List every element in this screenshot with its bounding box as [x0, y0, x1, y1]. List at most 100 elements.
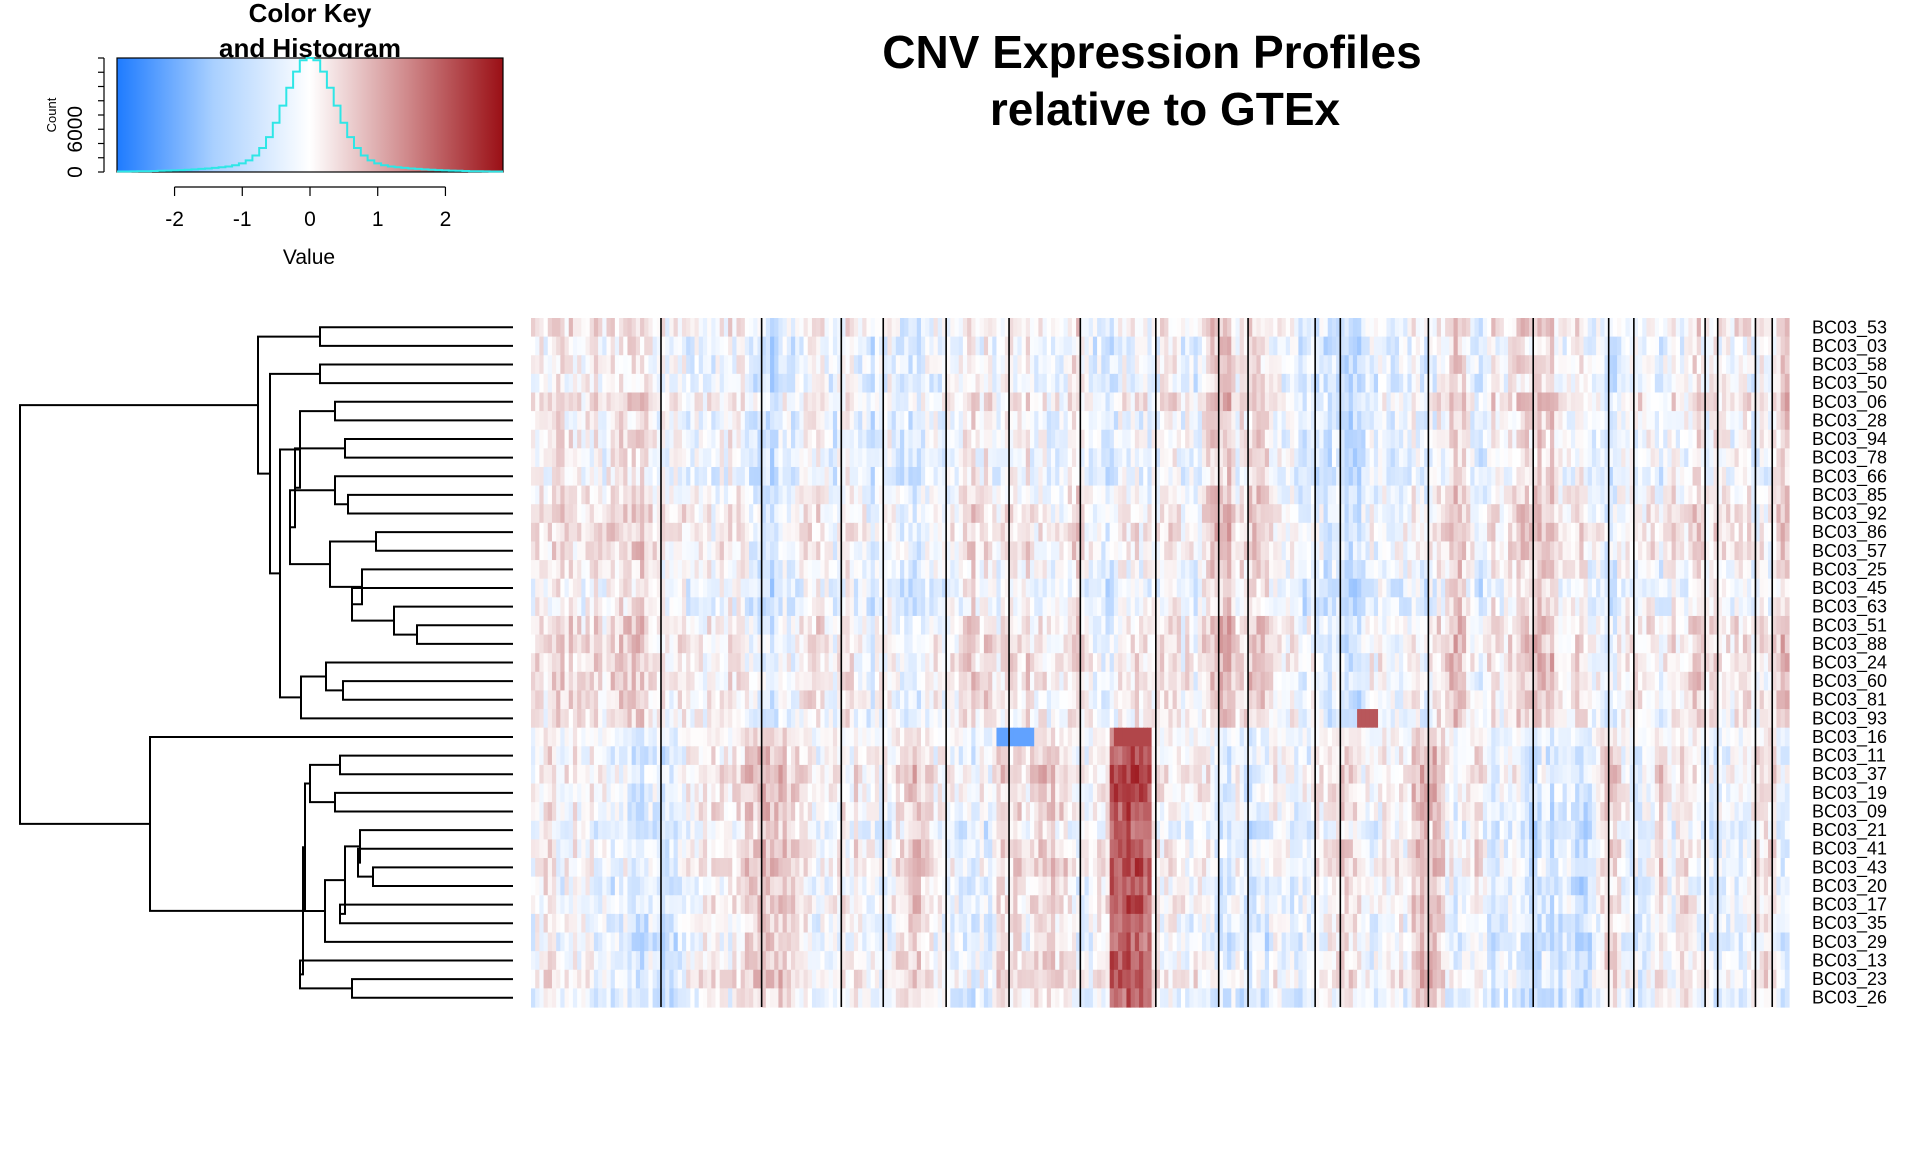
heatmap-cell [1336, 485, 1341, 505]
heatmap-cell [1067, 597, 1073, 617]
heatmap-cell [1730, 318, 1736, 338]
heatmap-cell [874, 318, 880, 338]
heatmap-cell [820, 485, 826, 505]
heatmap-cell [1084, 485, 1090, 505]
heatmap-cell [610, 429, 616, 449]
heatmap-cell [786, 355, 792, 375]
heatmap-cell [1197, 318, 1203, 338]
heatmap-cell [1604, 336, 1610, 356]
heatmap-cell [1176, 597, 1182, 617]
heatmap-cell [1440, 448, 1446, 468]
heatmap-cell [1243, 355, 1249, 375]
dendrogram-link [19, 404, 258, 825]
heatmap-cell [782, 485, 788, 505]
heatmap-cell [782, 373, 788, 394]
heatmap-cell [753, 522, 759, 543]
heatmap-cell [1009, 448, 1014, 468]
heatmap-cell [744, 318, 750, 338]
heatmap-cell [992, 355, 998, 375]
heatmap-cell [1235, 429, 1241, 449]
heatmap-cell [941, 541, 947, 561]
heatmap-cell [669, 448, 675, 468]
heatmap-cell [933, 578, 939, 598]
heatmap-cell [610, 504, 616, 524]
heatmap-cell [941, 504, 947, 524]
heatmap-cell [1000, 318, 1006, 338]
heatmap-cell [1705, 355, 1710, 375]
heatmap-cell [602, 578, 608, 598]
heatmap-cell [1491, 466, 1497, 487]
heatmap-cell [1508, 466, 1513, 487]
heatmap-cell [572, 597, 578, 617]
heatmap-cell [635, 318, 641, 338]
heatmap-cell [1067, 318, 1073, 338]
heatmap-cell [681, 411, 687, 431]
heatmap-cell [551, 615, 557, 636]
heatmap-cell [837, 560, 842, 580]
heatmap-cell [702, 560, 708, 580]
heatmap-cell [1055, 448, 1060, 468]
heatmap-cell [1763, 485, 1769, 505]
heatmap-cell [602, 392, 608, 412]
heatmap-cell [1327, 411, 1333, 431]
heatmap-cell [1587, 448, 1593, 468]
heatmap-cell [702, 429, 708, 449]
heatmap-cell [1378, 411, 1383, 431]
heatmap-cell [811, 336, 817, 356]
heatmap-cell [1139, 411, 1144, 431]
heatmap-cell [866, 318, 872, 338]
heatmap-cell [1742, 411, 1748, 431]
heatmap-cell [1776, 411, 1782, 431]
heatmap-cell [1239, 355, 1245, 375]
heatmap-cell [1264, 336, 1270, 356]
heatmap-cell [640, 448, 645, 468]
heatmap-cell [1139, 504, 1144, 524]
heatmap-cell [1206, 522, 1211, 543]
heatmap-cell [1717, 578, 1723, 598]
heatmap-cell [1373, 355, 1379, 375]
heatmap-cell [967, 411, 972, 431]
heatmap-cell [879, 541, 884, 561]
heatmap-cell [1084, 318, 1090, 338]
heatmap-cell [1030, 466, 1035, 487]
heatmap-cell [1780, 429, 1786, 449]
heatmap-cell [1650, 336, 1656, 356]
heatmap-cell [983, 597, 989, 617]
heatmap-cell [753, 615, 759, 636]
heatmap-cell [950, 560, 956, 580]
heatmap-cell [908, 466, 914, 487]
heatmap-cell [975, 522, 981, 543]
heatmap-cell [1294, 522, 1299, 543]
heatmap-cell [719, 318, 725, 338]
heatmap-cell [1298, 541, 1304, 561]
heatmap-cell [719, 429, 725, 449]
heatmap-cell [1340, 541, 1346, 561]
heatmap-cell [841, 560, 847, 580]
heatmap-cell [1625, 448, 1631, 468]
heatmap-cell [1566, 355, 1572, 375]
heatmap-cell [568, 466, 574, 487]
heatmap-cell [1361, 485, 1367, 505]
heatmap-cell [770, 411, 775, 431]
heatmap-cell [1000, 504, 1006, 524]
heatmap-cell [1654, 355, 1660, 375]
heatmap-cell [1482, 392, 1488, 412]
heatmap-cell [874, 336, 880, 356]
heatmap-cell [929, 318, 935, 338]
heatmap-cell [736, 466, 742, 487]
heatmap-cell [1671, 560, 1677, 580]
heatmap-cell [1281, 485, 1287, 505]
heatmap-cell [837, 485, 842, 505]
heatmap-cell [1516, 392, 1522, 412]
heatmap-cell [853, 466, 859, 487]
heatmap-cell [908, 522, 914, 543]
heatmap-cell [1143, 355, 1149, 375]
heatmap-cell [1294, 466, 1299, 487]
heatmap-cell [577, 560, 582, 580]
heatmap-cell [1529, 392, 1534, 412]
heatmap-cell [744, 448, 750, 468]
heatmap-cell [1289, 560, 1295, 580]
heatmap-cell [841, 318, 847, 338]
heatmap-cell [862, 355, 868, 375]
heatmap-cell [1747, 336, 1752, 356]
